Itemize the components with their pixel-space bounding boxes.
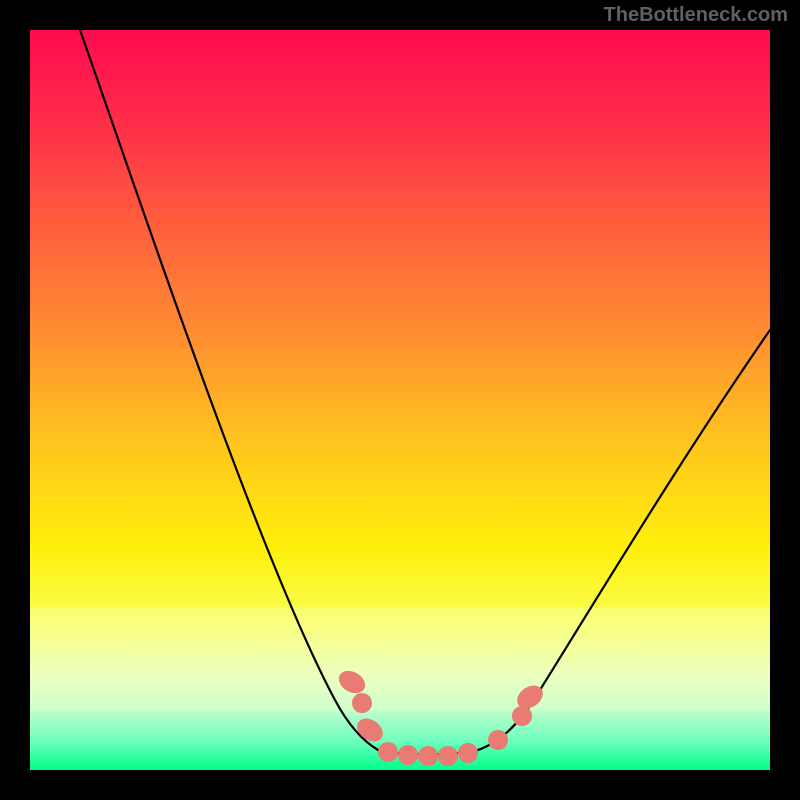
marker-9	[512, 706, 532, 726]
marker-1	[352, 693, 372, 713]
marker-7	[458, 743, 478, 763]
marker-6	[438, 746, 458, 766]
chart-svg	[0, 0, 800, 800]
chart-frame: TheBottleneck.com	[0, 0, 800, 800]
marker-5	[418, 746, 438, 766]
pale-band	[30, 607, 770, 711]
marker-4	[398, 745, 418, 765]
marker-3	[378, 742, 398, 762]
marker-8	[488, 730, 508, 750]
attribution-text: TheBottleneck.com	[604, 4, 788, 27]
